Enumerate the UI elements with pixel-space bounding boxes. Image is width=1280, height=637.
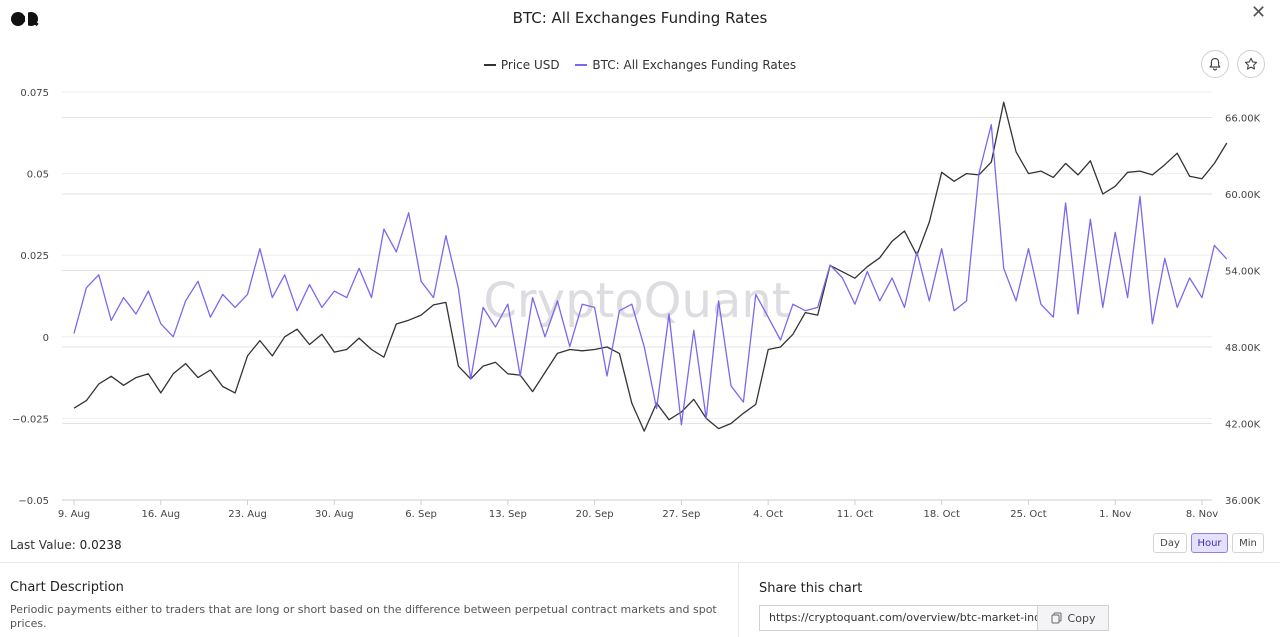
close-icon[interactable]: ✕: [1251, 2, 1267, 23]
x-tick-label: 18. Oct: [924, 509, 960, 520]
description-title: Chart Description: [10, 580, 124, 595]
funding-rate-series-line: [73, 123, 1228, 426]
price-usd-series-line: [73, 101, 1228, 432]
y-axis-right: 66.00K 60.00K 54.00K 48.00K 42.00K 36.00K: [1225, 114, 1261, 508]
y-left-tick-label: 0.075: [20, 88, 49, 99]
column-divider: [738, 563, 739, 637]
y-right-tick-label: 42.00K: [1225, 420, 1261, 431]
alert-button[interactable]: [1201, 50, 1229, 78]
copy-button[interactable]: Copy: [1037, 605, 1109, 631]
x-tick-label: 20. Sep: [576, 509, 614, 520]
legend-item-price[interactable]: Price USD: [483, 58, 560, 72]
share-url-field[interactable]: https://cryptoquant.com/overview/btc-mar…: [759, 605, 1037, 631]
copy-icon: [1051, 612, 1062, 624]
x-tick-label: 11. Oct: [837, 509, 873, 520]
page-title: BTC: All Exchanges Funding Rates: [512, 9, 768, 27]
chart-legend: Price USD BTC: All Exchanges Funding Rat…: [0, 58, 1280, 72]
grid-lines: [62, 91, 1212, 501]
x-tick-label: 8. Nov: [1186, 509, 1218, 520]
legend-swatch-funding: [575, 63, 588, 66]
series-group: [73, 101, 1228, 432]
x-tick-label: 9. Aug: [58, 509, 90, 520]
range-min-button[interactable]: Min: [1232, 533, 1264, 553]
y-right-tick-label: 36.00K: [1225, 496, 1261, 507]
legend-label-funding: BTC: All Exchanges Funding Rates: [592, 58, 797, 72]
x-tick-label: 4. Oct: [753, 509, 783, 520]
star-icon: [1244, 57, 1258, 70]
x-tick-label: 30. Aug: [315, 509, 354, 520]
legend-label-price: Price USD: [500, 58, 560, 72]
last-value: Last Value: 0.0238: [10, 538, 122, 552]
y-left-tick-label: −0.05: [18, 496, 49, 507]
x-tick-label: 13. Sep: [489, 509, 527, 520]
x-tick-label: 25. Oct: [1010, 509, 1046, 520]
legend-swatch-price: [483, 63, 496, 66]
y-left-tick-label: −0.025: [12, 414, 49, 425]
y-right-tick-label: 66.00K: [1225, 114, 1261, 125]
range-hour-button[interactable]: Hour: [1191, 533, 1228, 553]
y-right-tick-label: 48.00K: [1225, 343, 1261, 354]
cryptoquant-logo-icon[interactable]: [10, 8, 40, 30]
description-text: Periodic payments either to traders that…: [10, 603, 717, 630]
last-value-label: Last Value:: [10, 538, 76, 552]
x-tick-label: 23. Aug: [228, 509, 267, 520]
y-left-tick-label: 0: [43, 333, 49, 344]
y-axis-left: 0.075 0.05 0.025 0 −0.025 −0.05: [12, 88, 49, 507]
bell-icon: [1209, 57, 1221, 71]
x-axis: 9. Aug 16. Aug 23. Aug 30. Aug 6. Sep 13. Sep…: [58, 500, 1218, 520]
section-divider: [0, 562, 1280, 563]
x-tick-label: 16. Aug: [141, 509, 180, 520]
last-value-number: 0.0238: [79, 538, 122, 552]
range-day-button[interactable]: Day: [1153, 533, 1187, 553]
legend-item-funding[interactable]: BTC: All Exchanges Funding Rates: [575, 58, 796, 72]
y-right-tick-label: 54.00K: [1225, 267, 1261, 278]
y-right-tick-label: 60.00K: [1225, 190, 1261, 201]
favorite-button[interactable]: [1237, 50, 1265, 78]
y-left-tick-label: 0.05: [27, 170, 49, 181]
share-title: Share this chart: [759, 581, 863, 596]
x-tick-label: 1. Nov: [1099, 509, 1131, 520]
copy-label: Copy: [1067, 611, 1096, 625]
x-tick-label: 27. Sep: [662, 509, 700, 520]
y-left-tick-label: 0.025: [20, 251, 49, 262]
x-tick-label: 6. Sep: [405, 509, 437, 520]
